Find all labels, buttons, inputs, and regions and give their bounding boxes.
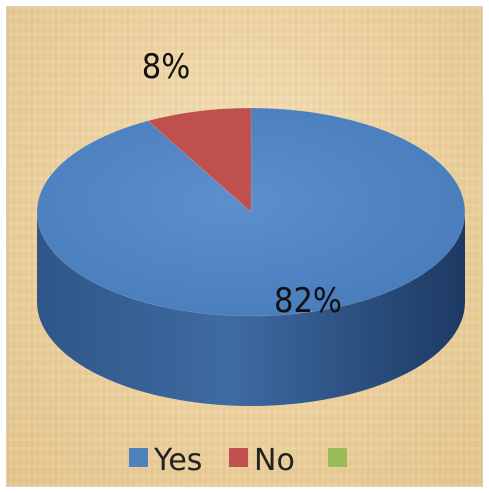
data-label-yes: 82% [274,281,342,321]
pie-side-yes [37,212,465,406]
legend: Yes No [129,443,347,478]
legend-swatch-yes [129,448,148,467]
data-label-no: 8% [142,47,191,87]
legend-label-yes: Yes [153,443,202,478]
pie-slices [36,107,466,406]
legend-label-no: No [254,443,295,478]
pie-slice-no [147,107,252,213]
pie-slice-yes [36,107,466,317]
data-labels: 82% 8% [142,47,342,321]
legend-swatch-third [328,448,347,467]
legend-swatch-no [229,448,248,467]
